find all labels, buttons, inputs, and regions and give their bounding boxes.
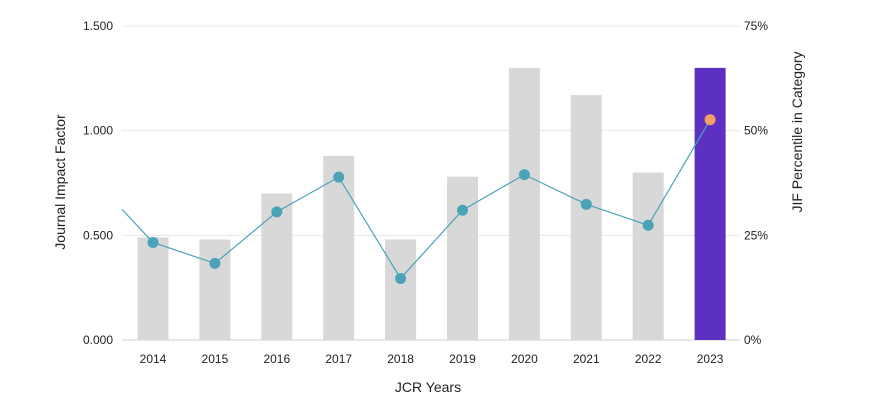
right-axis-title: JIF Percentile in Category (789, 51, 805, 212)
right-tick-label: 75% (744, 19, 768, 33)
x-tick-label: 2019 (449, 352, 476, 366)
point-2019 (457, 204, 468, 216)
point-2017 (333, 171, 345, 183)
x-axis: 2014 2015 2016 2017 2018 2019 2020 2021 2022 2023 (140, 352, 724, 366)
right-tick-label: 0% (744, 333, 762, 347)
bar-2020 (508, 67, 540, 340)
x-axis-title: JCR Years (395, 379, 461, 395)
point-2023 (704, 114, 716, 126)
bar-2014 (137, 237, 169, 340)
bar-series (137, 67, 726, 340)
point-2015 (209, 257, 221, 269)
bar-2018 (385, 239, 417, 340)
x-tick-label: 2022 (635, 352, 662, 366)
x-tick-label: 2017 (325, 352, 352, 366)
percentile-line-series (121, 114, 716, 284)
left-tick-label: 1.000 (83, 124, 113, 138)
x-tick-label: 2014 (140, 352, 167, 366)
point-2018 (395, 272, 407, 284)
right-axis: 0% 25% 50% 75% (744, 19, 768, 347)
bar-2022 (632, 172, 664, 340)
x-tick-label: 2021 (573, 352, 600, 366)
point-2021 (580, 198, 592, 210)
bar-2019 (447, 176, 478, 340)
x-tick-label: 2018 (387, 352, 414, 366)
point-2022 (642, 219, 654, 231)
point-2016 (271, 206, 283, 218)
left-tick-label: 0.000 (83, 333, 113, 347)
bar-2023 (694, 67, 726, 340)
left-axis: 0.000 0.500 1.000 1.500 (83, 19, 113, 347)
x-tick-label: 2023 (697, 352, 724, 366)
right-tick-label: 50% (744, 124, 768, 138)
x-tick-label: 2016 (263, 352, 290, 366)
bar-2016 (261, 193, 293, 340)
point-2014 (147, 236, 159, 248)
left-axis-title: Journal Impact Factor (52, 114, 68, 250)
bar-2015 (199, 239, 231, 340)
left-tick-label: 1.500 (83, 19, 113, 33)
right-tick-label: 25% (744, 228, 768, 242)
x-tick-label: 2015 (202, 352, 229, 366)
x-tick-label: 2020 (511, 352, 538, 366)
bar-2021 (570, 95, 602, 340)
bar-2017 (323, 155, 355, 340)
point-2020 (518, 169, 530, 181)
left-tick-label: 0.500 (83, 228, 113, 242)
